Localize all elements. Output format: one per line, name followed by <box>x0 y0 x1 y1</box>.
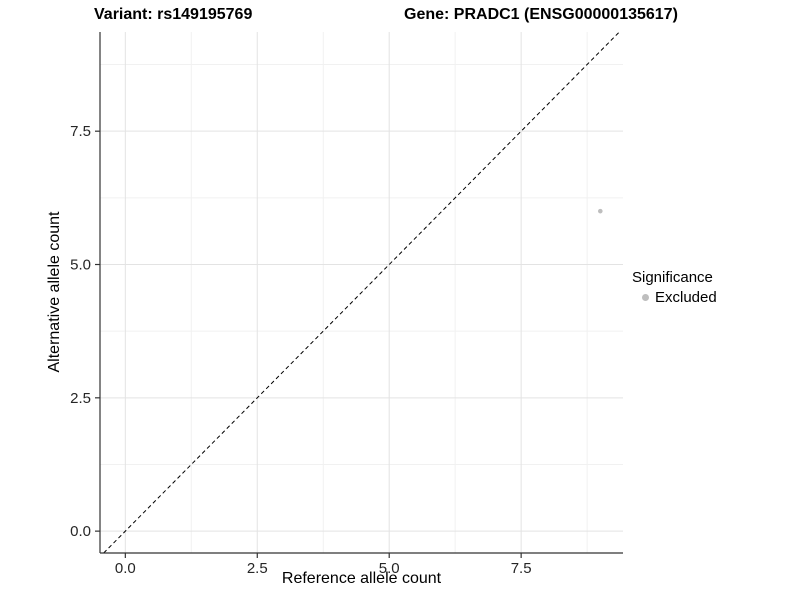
x-tick-label: 0.0 <box>115 560 136 577</box>
x-tick-label: 5.0 <box>379 560 400 577</box>
y-axis-title: Alternative allele count <box>46 211 63 373</box>
legend-entry-label: Excluded <box>655 289 717 306</box>
y-tick-label: 2.5 <box>70 390 91 407</box>
y-tick-label: 5.0 <box>70 257 91 274</box>
x-tick-label: 7.5 <box>511 560 532 577</box>
x-tick-label: 2.5 <box>247 560 268 577</box>
legend-title: Significance <box>632 269 713 286</box>
identity-line <box>103 31 620 554</box>
y-tick-label: 0.0 <box>70 523 91 540</box>
legend-point-icon <box>642 294 649 301</box>
plot-title-gene: Gene: PRADC1 (ENSG00000135617) <box>404 6 678 23</box>
data-point <box>598 208 603 214</box>
legend: Significance Excluded <box>632 269 717 306</box>
legend-entry-excluded: Excluded <box>632 289 717 306</box>
y-tick-label: 7.5 <box>70 123 91 140</box>
plot-title-variant: Variant: rs149195769 <box>94 6 253 23</box>
x-axis-title: Reference allele count <box>281 570 442 587</box>
